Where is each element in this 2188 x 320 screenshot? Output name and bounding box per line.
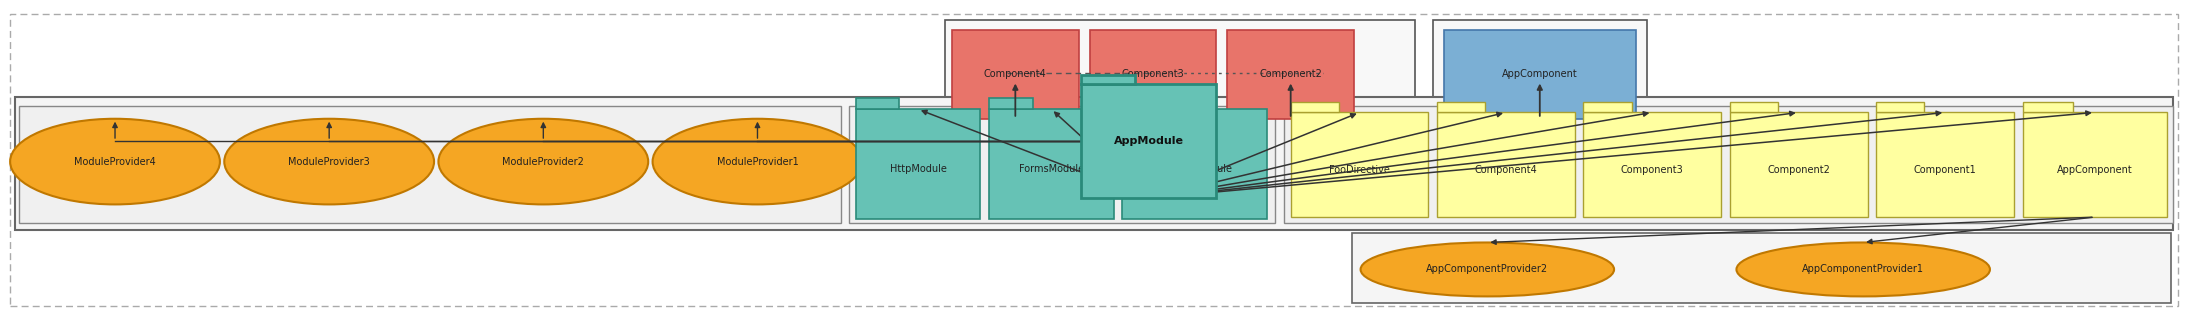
Text: Component1: Component1 bbox=[1914, 165, 1976, 175]
Text: Component3: Component3 bbox=[1621, 165, 1685, 175]
Bar bbox=[1352, 233, 2170, 303]
Bar bbox=[849, 106, 1276, 223]
Bar bbox=[1081, 75, 1136, 84]
Ellipse shape bbox=[225, 119, 433, 204]
Text: ModuleProvider3: ModuleProvider3 bbox=[289, 156, 370, 167]
Bar bbox=[15, 97, 2173, 230]
Ellipse shape bbox=[11, 119, 221, 204]
Text: AppComponent: AppComponent bbox=[2057, 165, 2133, 175]
Bar bbox=[1877, 112, 2013, 217]
Bar bbox=[1291, 102, 1339, 112]
Bar bbox=[952, 30, 1079, 119]
Bar bbox=[989, 109, 1114, 219]
Text: AppComponentProvider1: AppComponentProvider1 bbox=[1803, 264, 1923, 275]
Bar bbox=[1291, 112, 1429, 217]
Text: FooDirective: FooDirective bbox=[1328, 165, 1389, 175]
Text: Component4: Component4 bbox=[985, 69, 1046, 79]
Bar bbox=[20, 106, 840, 223]
Bar bbox=[2022, 112, 2166, 217]
Text: AppComponent: AppComponent bbox=[1501, 69, 1578, 79]
Text: Component4: Component4 bbox=[1475, 165, 1538, 175]
Text: HttpModule: HttpModule bbox=[891, 164, 947, 174]
Text: ModuleProvider2: ModuleProvider2 bbox=[503, 156, 584, 167]
Bar bbox=[1284, 106, 2173, 223]
Bar bbox=[945, 20, 1416, 128]
Bar bbox=[1433, 20, 1648, 128]
Bar bbox=[1584, 112, 1722, 217]
Bar bbox=[856, 109, 980, 219]
Text: Component3: Component3 bbox=[1122, 69, 1184, 79]
Text: Component2: Component2 bbox=[1260, 69, 1322, 79]
Bar bbox=[1122, 98, 1173, 109]
Bar bbox=[1122, 109, 1267, 219]
Text: ModuleProvider4: ModuleProvider4 bbox=[74, 156, 155, 167]
Ellipse shape bbox=[1737, 243, 1989, 296]
Bar bbox=[1731, 112, 1869, 217]
Bar bbox=[1877, 102, 1925, 112]
Text: AppModule: AppModule bbox=[1114, 136, 1184, 146]
Bar bbox=[856, 98, 899, 109]
Bar bbox=[1227, 30, 1354, 119]
Bar bbox=[2022, 102, 2074, 112]
Bar bbox=[1584, 102, 1632, 112]
Text: Component2: Component2 bbox=[1768, 165, 1829, 175]
Bar bbox=[1081, 84, 1217, 198]
Text: BrowserModule: BrowserModule bbox=[1157, 164, 1232, 174]
Bar bbox=[1090, 30, 1217, 119]
Bar bbox=[1731, 102, 1779, 112]
Ellipse shape bbox=[438, 119, 648, 204]
Text: ModuleProvider1: ModuleProvider1 bbox=[718, 156, 799, 167]
Bar bbox=[1438, 102, 1486, 112]
Ellipse shape bbox=[652, 119, 862, 204]
Text: FormsModule: FormsModule bbox=[1020, 164, 1083, 174]
Bar bbox=[989, 98, 1033, 109]
Bar bbox=[1444, 30, 1637, 119]
Ellipse shape bbox=[1361, 243, 1615, 296]
Bar bbox=[1438, 112, 1575, 217]
Text: AppComponentProvider2: AppComponentProvider2 bbox=[1427, 264, 1549, 275]
